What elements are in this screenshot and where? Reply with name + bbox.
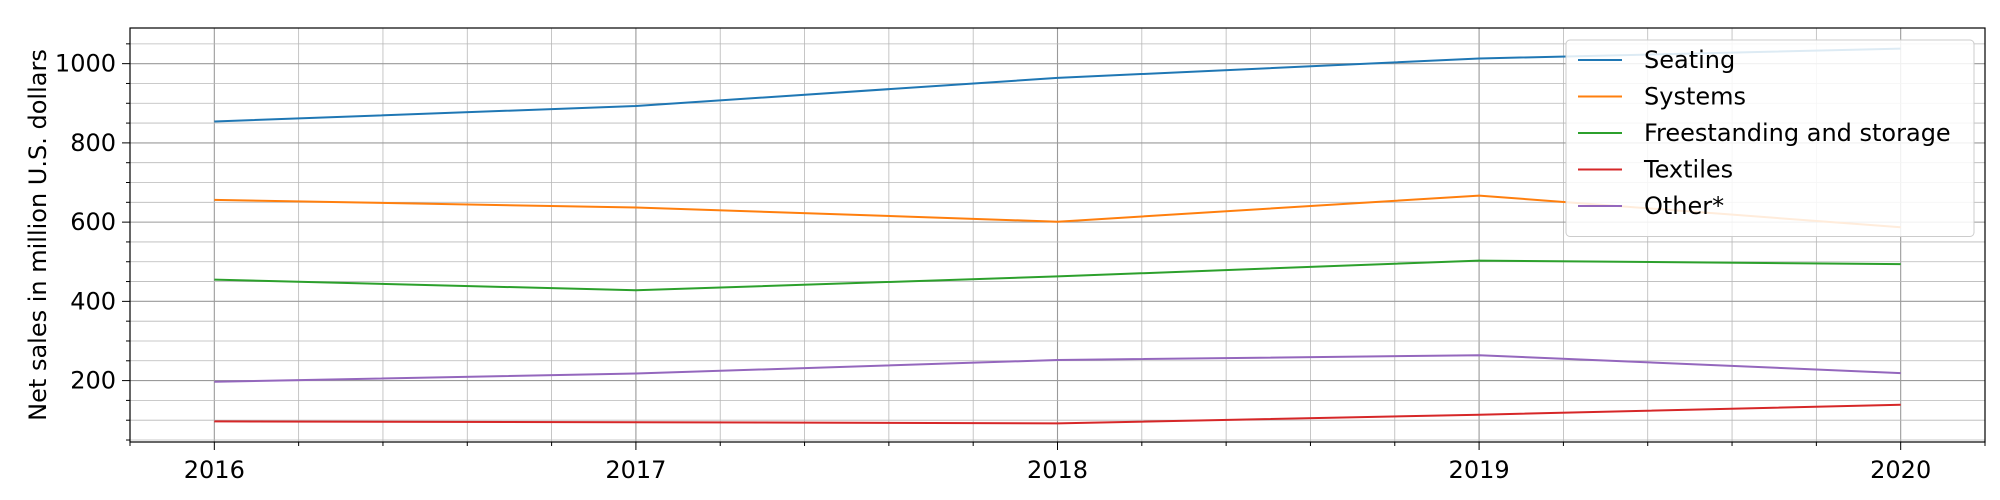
- x-tick-label: 2019: [1449, 456, 1510, 484]
- series-line-3: [214, 403, 1901, 425]
- series-lines: [214, 47, 1901, 425]
- x-tick-label: 2018: [1027, 456, 1088, 484]
- series-line-2: [214, 259, 1901, 292]
- y-tick-label: 400: [70, 287, 116, 315]
- y-tick-label: 800: [70, 129, 116, 157]
- y-axis-label: Net sales in million U.S. dollars: [24, 49, 52, 421]
- y-tick-labels: 200 400 600 800 1000: [55, 50, 116, 395]
- series-line-4: [214, 354, 1901, 383]
- x-tick-label: 2020: [1870, 456, 1931, 484]
- y-tick-label: 200: [70, 367, 116, 395]
- axis-ticks: [122, 43, 1986, 450]
- x-tick-labels: 2016 2017 2018 2019 2020: [184, 456, 1931, 484]
- x-tick-label: 2016: [184, 456, 245, 484]
- x-tick-label: 2017: [605, 456, 666, 484]
- legend-entry: Textiles: [1643, 156, 1733, 184]
- legend-entry: Seating: [1644, 46, 1735, 74]
- y-tick-label: 1000: [55, 50, 116, 78]
- y-tick-label: 600: [70, 208, 116, 236]
- legend: Seating Systems Freestanding and storage Te…: [1565, 39, 1975, 237]
- legend-box: [1565, 39, 1975, 237]
- legend-entry: Freestanding and storage: [1644, 119, 1951, 147]
- legend-entry: Systems: [1644, 83, 1746, 111]
- legend-entry: Other*: [1644, 192, 1724, 220]
